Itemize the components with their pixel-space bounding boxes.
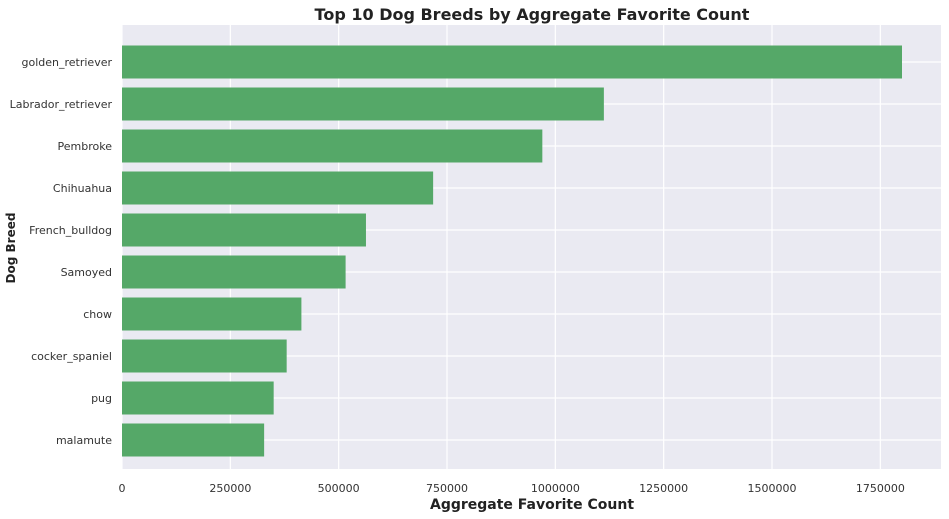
x-tick-label: 1500000 xyxy=(748,482,797,495)
x-tick-label: 250000 xyxy=(209,482,251,495)
bar-golden_retriever xyxy=(122,45,902,79)
y-tick-label: Samoyed xyxy=(61,266,112,279)
y-tick-label: malamute xyxy=(56,434,112,447)
y-tick-label: golden_retriever xyxy=(22,56,113,69)
x-tick-labels: 0 250000 500000 750000 1000000 1250000 1500000… xyxy=(119,482,905,495)
chart-title: Top 10 Dog Breeds by Aggregate Favorite … xyxy=(315,5,750,24)
x-tick-label: 750000 xyxy=(426,482,468,495)
bar-French_bulldog xyxy=(122,213,366,247)
x-tick-label: 500000 xyxy=(318,482,360,495)
bar-Pembroke xyxy=(122,129,543,163)
x-tick-label: 1250000 xyxy=(639,482,688,495)
y-tick-label: chow xyxy=(83,308,112,321)
bar-cocker_spaniel xyxy=(122,339,287,373)
bar-chow xyxy=(122,297,302,331)
x-tick-label: 1000000 xyxy=(531,482,580,495)
y-tick-labels: golden_retriever Labrador_retriever Pembro… xyxy=(10,56,113,447)
bars xyxy=(122,45,902,457)
bar-Samoyed xyxy=(122,255,346,289)
x-tick-label: 1750000 xyxy=(856,482,905,495)
y-tick-label: pug xyxy=(91,392,112,405)
y-tick-label: Labrador_retriever xyxy=(10,98,113,111)
y-tick-label: cocker_spaniel xyxy=(31,350,112,363)
y-tick-label: Chihuahua xyxy=(53,182,112,195)
bar-Chihuahua xyxy=(122,171,434,205)
x-tick-label: 0 xyxy=(119,482,126,495)
y-tick-label: Pembroke xyxy=(58,140,113,153)
y-tick-label: French_bulldog xyxy=(29,224,112,237)
bar-Labrador_retriever xyxy=(122,87,604,121)
bar-malamute xyxy=(122,423,265,457)
y-axis-label: Dog Breed xyxy=(4,213,18,284)
bar-pug xyxy=(122,381,274,415)
x-axis-label: Aggregate Favorite Count xyxy=(430,497,634,513)
